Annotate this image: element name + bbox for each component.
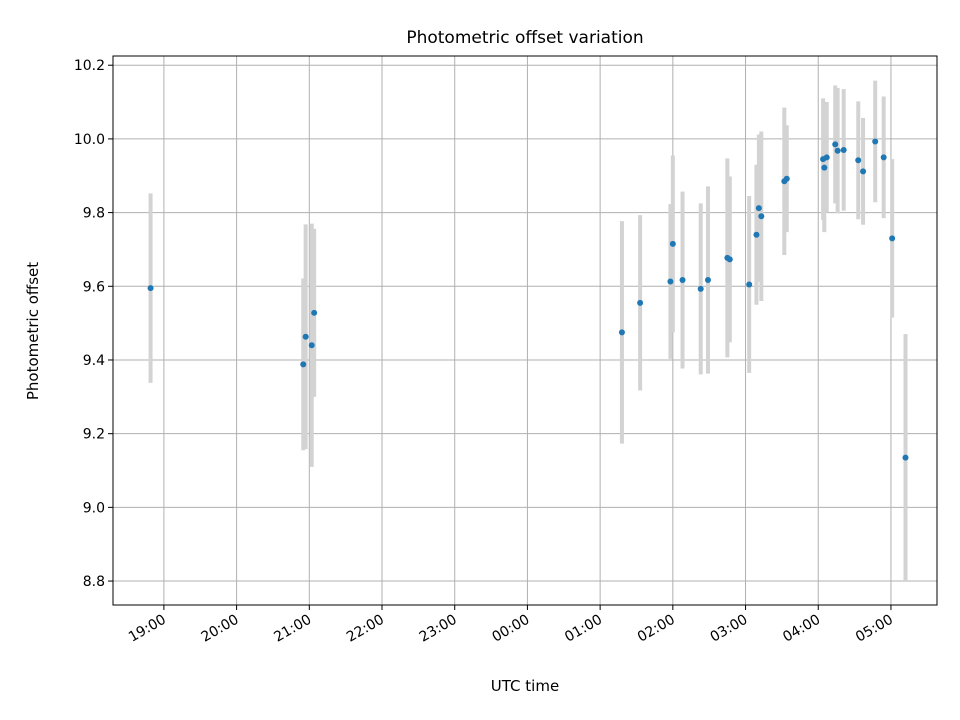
data-point — [902, 454, 909, 461]
data-point — [726, 256, 733, 263]
chart-title: Photometric offset variation — [406, 28, 643, 48]
data-point — [669, 240, 676, 247]
data-points — [147, 138, 909, 461]
data-point — [758, 213, 765, 220]
data-point — [753, 231, 760, 238]
data-point — [855, 157, 862, 164]
data-point — [667, 278, 674, 285]
data-point — [840, 146, 847, 153]
y-tick-label: 9.8 — [83, 206, 105, 222]
y-tick-label: 9.0 — [83, 500, 105, 516]
data-point — [302, 333, 309, 340]
data-point — [880, 154, 887, 161]
data-point — [860, 168, 867, 175]
data-point — [823, 154, 830, 161]
data-point — [821, 164, 828, 171]
data-point — [889, 235, 896, 242]
data-point — [300, 361, 307, 368]
y-axis-ticks: 8.8 9.0 9.2 9.4 9.6 9.8 10.0 10.2 — [74, 58, 113, 590]
y-tick-label: 10.0 — [74, 132, 105, 148]
y-axis-label: Photometric offset — [24, 262, 42, 400]
data-point — [679, 277, 686, 284]
x-axis-label: UTC time — [491, 677, 559, 695]
data-point — [147, 285, 154, 292]
plot-frame — [112, 55, 938, 606]
plot-area — [113, 56, 937, 605]
data-point — [832, 141, 839, 148]
y-tick-label: 10.2 — [74, 58, 105, 74]
y-tick-label: 9.2 — [83, 427, 105, 443]
data-point — [783, 175, 790, 182]
data-point — [637, 299, 644, 306]
data-point — [755, 205, 762, 212]
data-point — [697, 285, 704, 292]
data-point — [311, 309, 318, 316]
data-point — [746, 281, 753, 288]
data-point — [308, 342, 315, 349]
data-point — [704, 277, 711, 284]
data-point — [618, 329, 625, 336]
data-point — [872, 138, 879, 145]
y-tick-label: 9.6 — [83, 279, 105, 295]
data-point — [834, 147, 841, 154]
y-tick-label: 9.4 — [83, 353, 105, 369]
y-tick-label: 8.8 — [83, 574, 105, 590]
